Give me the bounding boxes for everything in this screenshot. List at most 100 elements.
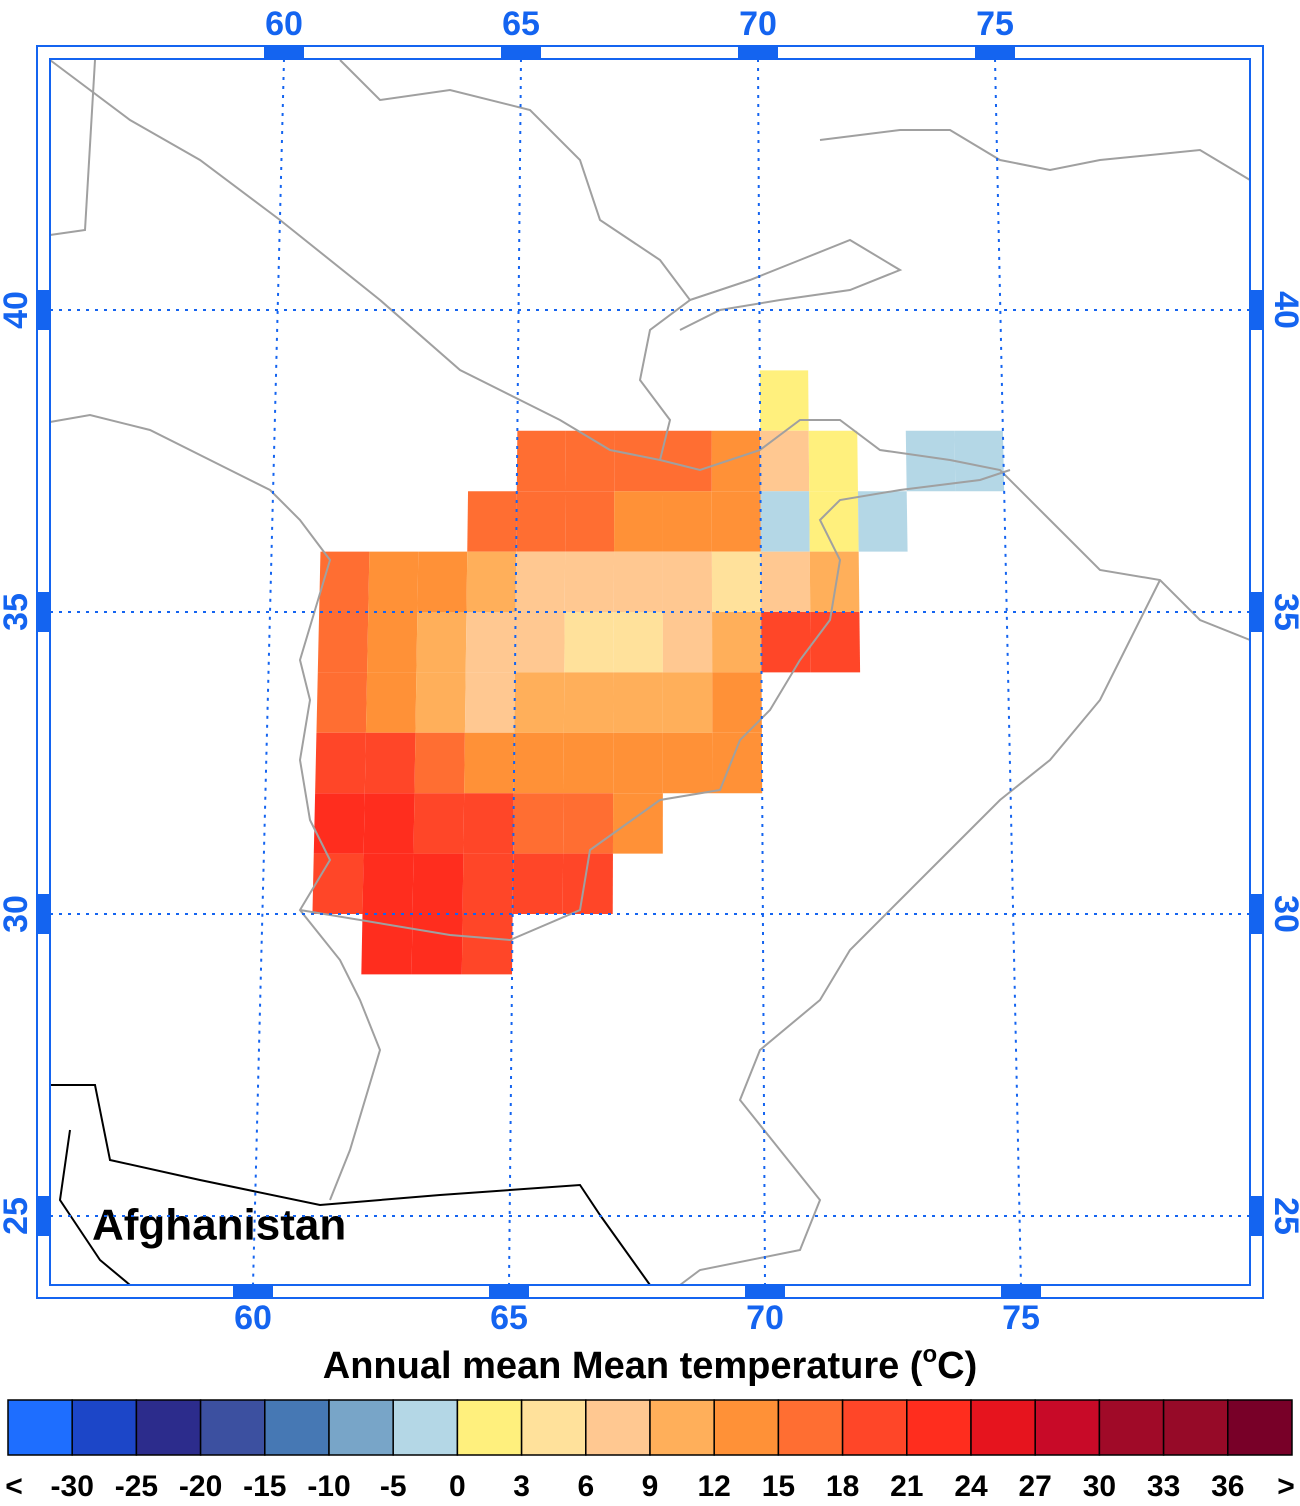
temperature-cell bbox=[612, 793, 663, 854]
border-line bbox=[339, 59, 1251, 641]
temperature-cell bbox=[464, 732, 515, 794]
temperature-cell bbox=[809, 551, 860, 612]
temperature-cell bbox=[614, 491, 663, 552]
bottom-tick-label: 70 bbox=[746, 1299, 784, 1337]
colorbar-swatch bbox=[392, 1399, 459, 1456]
bottom-tick-label: 65 bbox=[490, 1299, 528, 1337]
tick-mark bbox=[264, 46, 304, 59]
temperature-cell bbox=[564, 612, 614, 673]
temperature-cell bbox=[411, 914, 463, 975]
colorbar-swatch bbox=[71, 1399, 138, 1456]
temperature-cell bbox=[613, 672, 663, 733]
temperature-cell bbox=[413, 793, 465, 854]
tick-mark bbox=[1250, 894, 1263, 934]
temperature-cell bbox=[712, 672, 762, 733]
temperature-cell bbox=[316, 672, 368, 733]
tick-mark bbox=[738, 46, 778, 59]
colorbar-label: -5 bbox=[380, 1470, 407, 1503]
country-borders bbox=[49, 59, 1251, 1286]
temperature-cell bbox=[365, 672, 417, 733]
colorbar-label: -10 bbox=[307, 1470, 350, 1503]
temperature-cell bbox=[364, 732, 416, 794]
colorbar-swatch bbox=[7, 1399, 73, 1456]
temperature-cell bbox=[467, 491, 517, 552]
colorbar-swatch bbox=[585, 1399, 651, 1456]
tick-mark bbox=[1001, 1285, 1041, 1298]
colorbar-label: 0 bbox=[449, 1470, 466, 1503]
outer-frame bbox=[36, 45, 1264, 1299]
temperature-cell bbox=[562, 853, 613, 914]
colorbar-swatch bbox=[1034, 1399, 1101, 1456]
temperature-cell bbox=[662, 732, 713, 794]
temperature-cell bbox=[662, 430, 712, 492]
temperature-cell bbox=[711, 491, 761, 552]
temperature-cell bbox=[565, 430, 615, 492]
colorbar-swatch bbox=[456, 1399, 523, 1456]
temperature-cell bbox=[711, 430, 761, 492]
right-tick-label: 25 bbox=[1267, 1197, 1300, 1235]
temperature-cell bbox=[662, 491, 712, 552]
temperature-cell bbox=[512, 853, 564, 914]
colorbar-label: 18 bbox=[826, 1470, 859, 1503]
colorbar-label: 12 bbox=[698, 1470, 731, 1503]
temperature-cell bbox=[367, 612, 418, 673]
colorbar-swatch bbox=[135, 1399, 202, 1456]
right-tick-label: 30 bbox=[1267, 895, 1300, 933]
temperature-cell bbox=[563, 672, 614, 733]
temperature-cell bbox=[712, 612, 762, 673]
colorbar-label: 36 bbox=[1211, 1470, 1244, 1503]
border-line bbox=[49, 59, 382, 1201]
colorbar-swatch bbox=[520, 1399, 587, 1456]
temperature-cell bbox=[319, 551, 370, 612]
temperature-cell bbox=[466, 551, 517, 612]
left-tick-label: 30 bbox=[0, 895, 35, 933]
tick-mark bbox=[501, 46, 541, 59]
temperature-cell bbox=[462, 853, 514, 914]
colorbar-label: -30 bbox=[51, 1470, 94, 1503]
temperature-cell bbox=[809, 491, 859, 552]
colorbar-swatch bbox=[777, 1399, 844, 1456]
temperature-cell bbox=[312, 853, 364, 914]
tick-mark bbox=[1250, 592, 1263, 632]
temperature-cell bbox=[513, 732, 564, 794]
temperature-cell bbox=[412, 853, 464, 914]
temperature-cell bbox=[461, 914, 513, 975]
temperature-cell bbox=[563, 793, 614, 854]
top-tick-label: 70 bbox=[739, 5, 777, 43]
temperature-cell bbox=[760, 491, 810, 552]
temperature-cell bbox=[613, 612, 663, 673]
temperature-cell bbox=[905, 430, 956, 492]
bottom-tick-label: 75 bbox=[1002, 1299, 1040, 1337]
colorbar-swatch bbox=[199, 1399, 266, 1456]
map-label: Afghanistan bbox=[92, 1201, 346, 1250]
colorbar-swatch bbox=[970, 1399, 1036, 1456]
colorbar-title: Annual mean Mean temperature (oC) bbox=[323, 1341, 977, 1387]
temperature-cell bbox=[465, 612, 516, 673]
temperature-cell bbox=[313, 793, 365, 854]
title-superscript: o bbox=[922, 1341, 937, 1368]
temperature-cell bbox=[662, 551, 713, 612]
temperature-cell bbox=[662, 672, 713, 733]
temperature-cell bbox=[759, 370, 809, 431]
temperature-cell bbox=[317, 612, 369, 673]
temperature-cell bbox=[810, 612, 861, 673]
grid-line bbox=[994, 58, 1022, 1286]
tick-mark bbox=[745, 1285, 785, 1298]
tick-mark bbox=[37, 290, 50, 330]
temperature-cell bbox=[515, 551, 566, 612]
temperature-cell bbox=[564, 551, 615, 612]
temperature-cell bbox=[808, 430, 858, 492]
colorbar-swatch bbox=[1162, 1399, 1229, 1456]
temperature-cell bbox=[761, 612, 811, 673]
right-tick-label: 40 bbox=[1267, 291, 1300, 329]
left-tick-label: 35 bbox=[0, 593, 35, 631]
right-tick-label: 35 bbox=[1267, 593, 1300, 631]
temperature-cell bbox=[614, 430, 664, 492]
colorbar-label: 9 bbox=[642, 1470, 659, 1503]
border-line bbox=[679, 129, 1251, 331]
cells bbox=[312, 370, 1005, 975]
colorbar-label: 15 bbox=[762, 1470, 795, 1503]
temperature-cell bbox=[514, 612, 565, 673]
temperature-cell bbox=[514, 672, 565, 733]
